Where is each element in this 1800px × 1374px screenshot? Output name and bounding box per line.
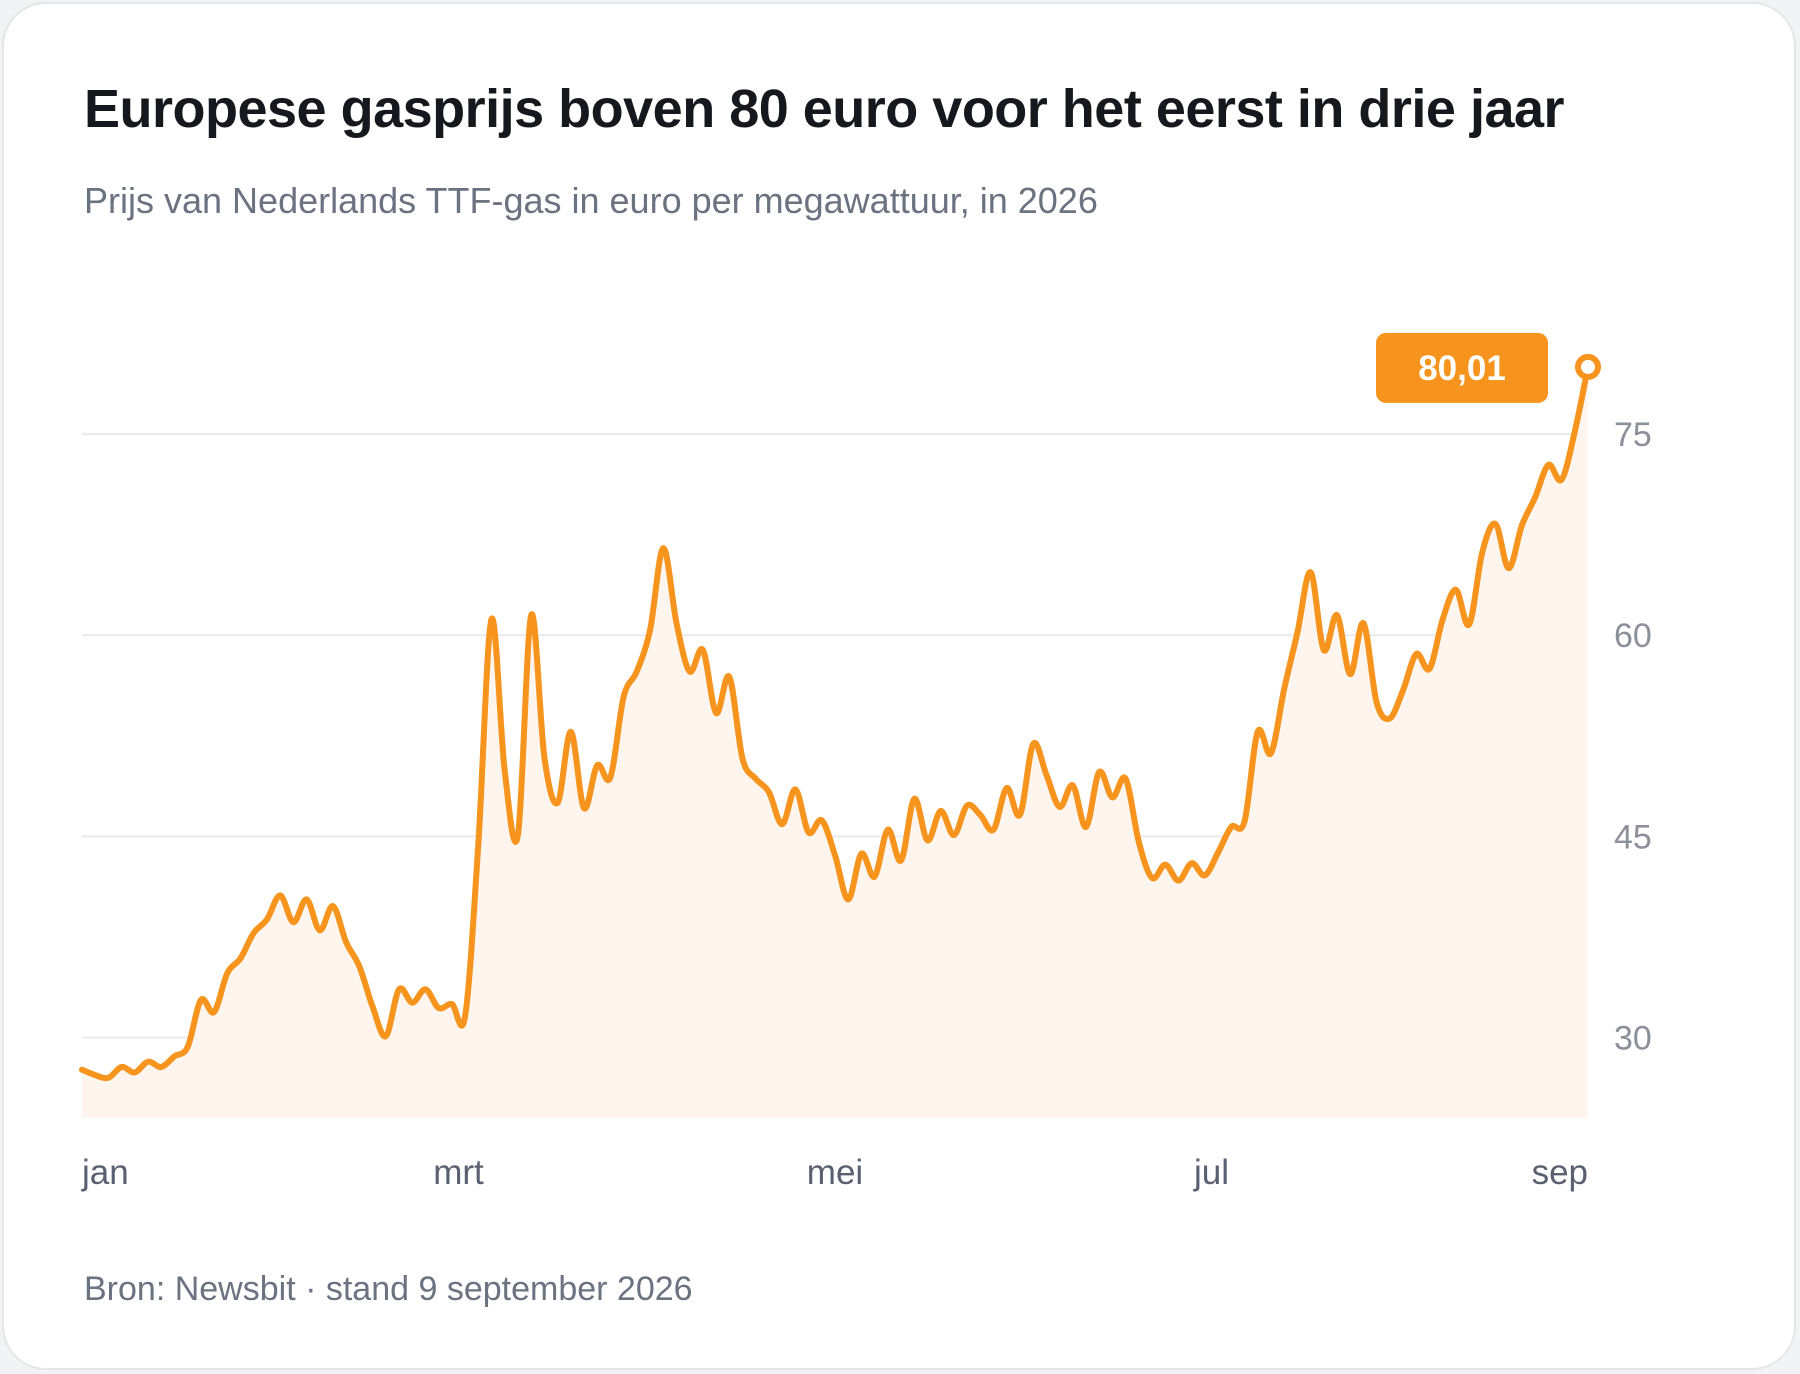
x-tick-label: sep xyxy=(1532,1153,1588,1192)
y-tick-label: 60 xyxy=(1614,617,1652,655)
x-tick-label: mrt xyxy=(433,1153,484,1192)
chart-title: Europese gasprijs boven 80 euro voor het… xyxy=(84,79,1565,139)
x-tick-label: jul xyxy=(1193,1153,1229,1192)
source-note: Bron: Newsbit · stand 9 september 2026 xyxy=(84,1270,693,1308)
price-area xyxy=(82,366,1588,1118)
x-tick-label: mei xyxy=(807,1153,863,1192)
y-tick-label: 30 xyxy=(1614,1020,1652,1058)
last-value-badge xyxy=(1376,332,1548,403)
chart-subtitle: Prijs van Nederlands TTF-gas in euro per… xyxy=(84,180,1098,221)
last-value-label: 80,01 xyxy=(1418,349,1506,388)
last-value-marker xyxy=(1575,353,1601,380)
y-tick-label: 75 xyxy=(1614,416,1652,454)
x-tick-label: jan xyxy=(81,1153,129,1192)
y-tick-label: 45 xyxy=(1614,818,1652,856)
price-line xyxy=(79,363,1591,1082)
